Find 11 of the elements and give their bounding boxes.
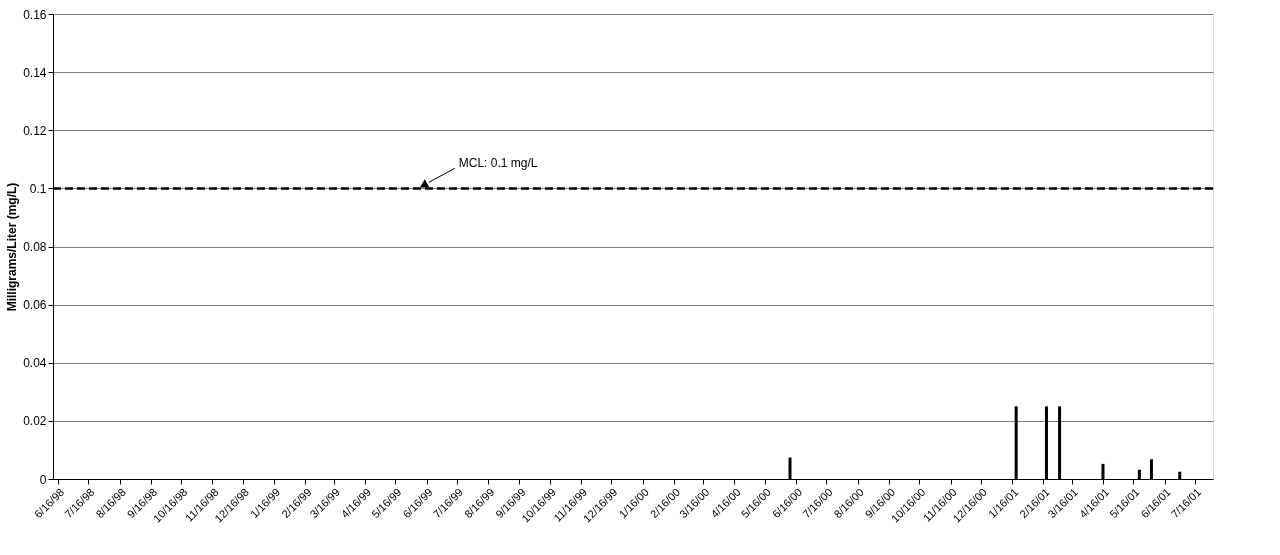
y-tick-label: 0.12 [23, 123, 47, 138]
annotation: MCL: 0.1 mg/L [458, 156, 538, 171]
y-tick-label: 0 [39, 472, 47, 487]
y-tick-label: 0.16 [23, 7, 47, 22]
y-tick-label: 0.14 [23, 65, 47, 80]
y-tick-label: 0.02 [23, 414, 47, 429]
y-tick-label: 0.04 [23, 356, 47, 371]
y-axis-title: Milligrams/Liter (mg/L) [5, 182, 20, 312]
y-tick-label: 0.06 [23, 298, 47, 313]
y-tick-label: 0.1 [29, 181, 47, 196]
y-tick-label: 0.08 [23, 240, 47, 254]
